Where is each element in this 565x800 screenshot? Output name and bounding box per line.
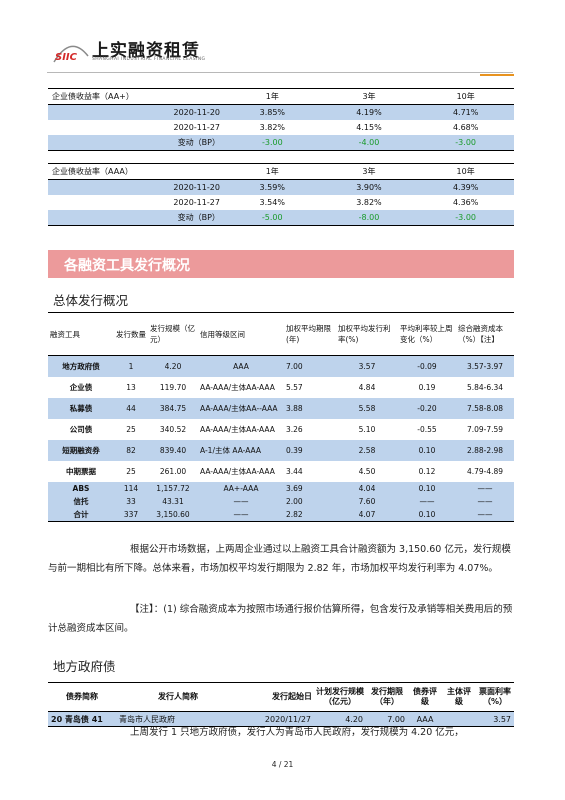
- yield-table-aaa: 企业债收益率（AAA） 1年 3年 10年 2020-11-20 3.59% 3…: [48, 163, 514, 226]
- local-gov-bond-paragraph: 上周发行 1 只地方政府债，发行人为青岛市人民政府，发行规模为 4.20 亿元，: [130, 727, 464, 738]
- company-logo-mark: SIIC: [52, 40, 90, 66]
- col-header: 主体评级: [442, 682, 476, 712]
- section-header-bar: [48, 250, 514, 278]
- col-1y: 1年: [223, 163, 321, 180]
- col-header: 融资工具: [48, 312, 114, 356]
- company-name-en: SHANGHAI INDUSTRIAL FINANCIAL LEASING: [92, 57, 206, 62]
- table-row: 私募债 44 384.75 AA-AAA/主体AA--AAA 3.88 5.58…: [48, 398, 514, 419]
- table-row: 变动（BP） -3.00 -4.00 -3.00: [48, 135, 514, 151]
- summary-paragraph: 根据公开市场数据，上两周企业通过以上融资工具合计融资额为 3,150.60 亿元…: [48, 544, 511, 574]
- col-header: 信用等级区间: [198, 312, 284, 356]
- col-header: 发行数量: [114, 312, 148, 356]
- table-row: 20 青岛债 41 青岛市人民政府 2020/11/27 4.20 7.00 A…: [48, 711, 514, 727]
- table-row: 合计 337 3,150.60 —— 2.82 4.07 0.10 ——: [48, 508, 514, 522]
- table-row: 中期票据 25 261.00 AA-AAA/主体AA-AAA 3.44 4.50…: [48, 461, 514, 482]
- col-header: 债券评级: [408, 682, 442, 712]
- company-name-cn: 上实融资租赁: [92, 41, 200, 61]
- yield-table-title: 企业债收益率（AA+）: [48, 88, 224, 105]
- page-number: 4 / 21: [271, 760, 294, 769]
- local-gov-bond-table: 债券简称 发行人简称 发行起始日 计划发行规模（亿元） 发行期限（年） 债券评级…: [48, 682, 514, 727]
- col-3y: 3年: [320, 88, 418, 105]
- table-row: 企业债 13 119.70 AA-AAA/主体AA-AAA 5.57 4.84 …: [48, 377, 514, 398]
- col-header: 加权平均发行利率(%): [336, 312, 398, 356]
- col-1y: 1年: [224, 88, 321, 105]
- col-header: 发行人简称: [116, 682, 240, 712]
- table-row: 公司债 25 340.52 AA-AAA/主体AA-AAA 3.26 5.10 …: [48, 419, 514, 440]
- table-row: 信托 33 43.31 —— 2.00 7.60 —— ——: [48, 495, 514, 508]
- col-header: 发行规模（亿元）: [148, 312, 198, 356]
- yield-table-aa-plus: 企业债收益率（AA+） 1年 3年 10年 2020-11-20 3.85% 4…: [48, 88, 514, 151]
- col-header: 计划发行规模（亿元）: [314, 682, 366, 712]
- svg-text:SIIC: SIIC: [55, 52, 78, 63]
- table-row: 地方政府债 1 4.20 AAA 7.00 3.57 -0.09 3.57-3.…: [48, 355, 514, 377]
- table-row: 变动（BP） -5.00 -8.00 -3.00: [48, 210, 514, 226]
- table-row: 2020-11-20 3.85% 4.19% 4.71%: [48, 104, 514, 120]
- note-paragraph: 【注】：(1) 综合融资成本为按照市场通行报价估算所得，包含发行及承销等相关费用…: [48, 604, 513, 634]
- col-header: 平均利率较上周变化（%）: [398, 312, 456, 356]
- header-accent-line: [480, 74, 514, 76]
- col-10y: 10年: [417, 88, 514, 105]
- header-divider: [47, 72, 513, 73]
- table-row: 短期融资券 82 839.40 A-1/主体 AA-AAA 0.39 2.58 …: [48, 440, 514, 461]
- subsection-title-overall: 总体发行概况: [53, 293, 129, 308]
- col-3y: 3年: [320, 163, 418, 180]
- col-10y: 10年: [417, 163, 514, 180]
- col-header: 综合融资成本（%）【注】: [456, 312, 514, 356]
- table-row: 2020-11-20 3.59% 3.90% 4.39%: [48, 179, 514, 195]
- subsection-title-local-gov-bonds: 地方政府债: [53, 659, 116, 674]
- col-header: 加权平均期限(年): [284, 312, 336, 356]
- table-row: ABS 114 1,157.72 AA+-AAA 3.69 4.04 0.10 …: [48, 482, 514, 495]
- col-header: 发行期限（年）: [366, 682, 408, 712]
- col-header: 发行起始日: [240, 682, 314, 712]
- yield-table-title: 企业债收益率（AAA）: [48, 163, 224, 180]
- section-title: 各融资工具发行概况: [64, 258, 190, 274]
- table-row: 2020-11-27 3.54% 3.82% 4.36%: [48, 195, 514, 210]
- col-header: 债券简称: [48, 682, 116, 712]
- col-header: 票面利率（%）: [476, 682, 514, 712]
- issuance-overview-table: 融资工具 发行数量 发行规模（亿元） 信用等级区间 加权平均期限(年) 加权平均…: [48, 312, 514, 522]
- table-row: 2020-11-27 3.82% 4.15% 4.68%: [48, 120, 514, 135]
